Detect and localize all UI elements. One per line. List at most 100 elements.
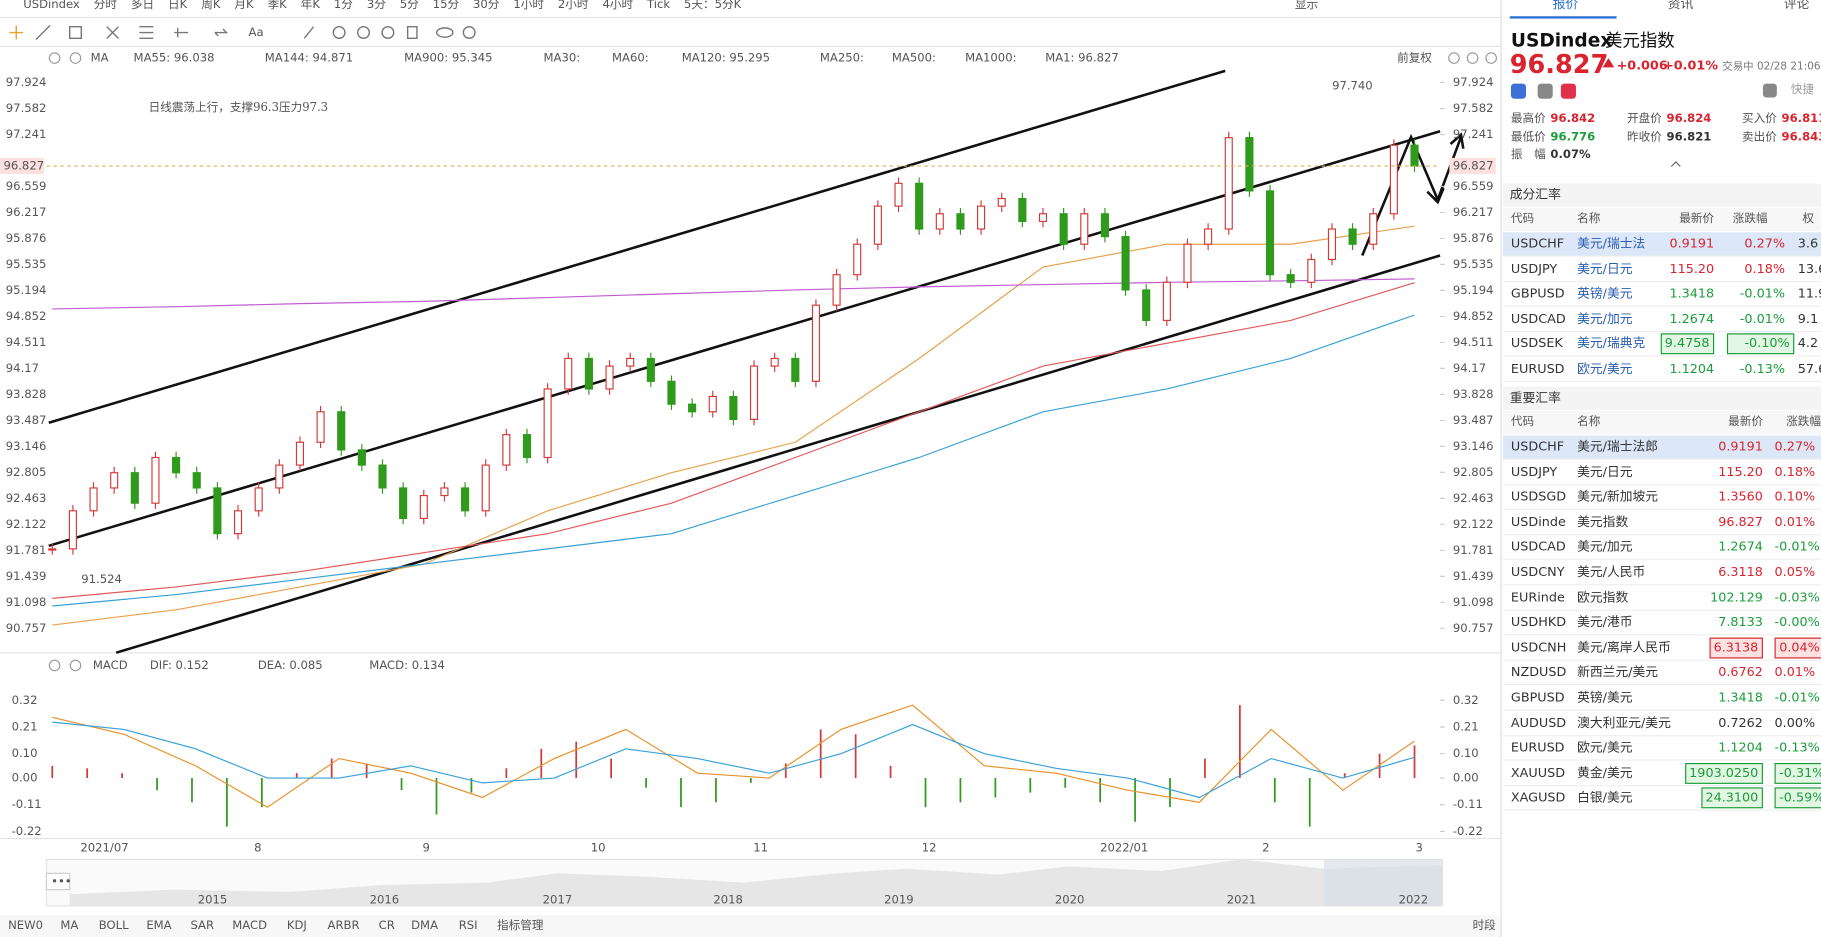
period-tab[interactable]: 1分 [334,0,353,11]
row-divider [1502,709,1821,711]
indicator-tab[interactable]: EMA [146,918,171,932]
quote-tab[interactable]: 评论 [1783,0,1810,12]
indicator-tab[interactable]: ARBR [328,918,360,932]
indicator-tab[interactable]: KDJ [287,918,307,932]
cell[interactable]: USDCNH [1510,639,1566,655]
candle [89,487,98,512]
cell[interactable]: XAUUSD [1510,765,1566,781]
stat-value: 96.842 [1550,112,1596,126]
cell[interactable]: USDCHF [1510,438,1565,455]
settings-icon[interactable] [48,659,61,672]
candle [295,441,305,466]
cell: 0.9191 [1718,438,1763,455]
cell[interactable]: XAGUSD [1510,790,1566,806]
cell: 美元/瑞典克 [1577,336,1646,352]
period-tab[interactable]: 30分 [473,0,500,11]
cell[interactable]: USDCHF [1510,235,1565,251]
candle [564,357,573,390]
indicator-tab[interactable]: BOLL [99,918,129,932]
cell[interactable]: EURUSD [1510,739,1565,756]
cell[interactable]: GBPUSD [1510,285,1565,302]
low-label: 91.524 [81,572,122,586]
cell[interactable]: NZDUSD [1510,664,1566,680]
action-icon[interactable] [1537,83,1553,99]
period-tab[interactable]: 年K [301,0,321,11]
cell: 1.3560 [1718,489,1763,505]
cell[interactable]: USDCAD [1510,539,1566,555]
cell: 美元/离岸人民币 [1577,639,1671,655]
candle [233,510,243,535]
cell[interactable]: USDCNY [1510,564,1565,580]
period-tab[interactable]: 15分 [433,0,460,11]
period-tab[interactable]: 日K [168,0,188,11]
period-tab[interactable]: 4小时 [602,0,633,11]
period-tab[interactable]: 多日 [131,0,154,11]
alert-icon[interactable] [1762,83,1777,98]
session-tab[interactable]: 时段 [1473,918,1497,932]
zoom-in-icon[interactable] [1485,52,1497,64]
settings-icon [462,26,476,40]
indicator-tab[interactable]: DMA [411,918,438,932]
period-tab[interactable]: 季K [268,0,288,11]
period-tab[interactable]: 分时 [94,0,118,11]
action-icon[interactable] [1510,83,1527,99]
cell[interactable]: USDSGD [1510,489,1566,505]
cell[interactable]: EURUSD [1510,361,1565,377]
indicator-tab[interactable]: SAR [190,918,214,932]
candle [543,388,552,459]
indicator-tab[interactable]: MA [60,918,78,932]
candle [440,487,449,497]
cell[interactable]: USDHKD [1510,614,1566,630]
cell: 欧元/美元 [1577,739,1633,756]
cell[interactable]: EURindex [1510,589,1566,605]
x-tick-label: 11 [753,840,768,854]
stat-value: 96.824 [1666,112,1712,126]
cell[interactable]: GBPUSD [1510,689,1565,705]
candle [1410,144,1419,167]
close-icon[interactable] [69,659,82,672]
indicator-tab[interactable]: CR [379,918,395,932]
ma-line [52,314,1415,607]
cell[interactable]: AUDUSD [1510,714,1566,731]
period-tab[interactable]: 周K [201,0,221,11]
text-tool[interactable]: Aa [249,25,264,39]
cell[interactable]: USDJPY [1510,260,1558,276]
candle [1369,213,1378,245]
quick-link[interactable]: 快捷 [1790,83,1815,97]
row-divider [1502,784,1821,786]
indicator-tab[interactable]: 指标管理 [497,918,544,932]
period-tab[interactable]: 1小时 [513,0,544,11]
navigator-window[interactable] [1323,859,1443,906]
action-icon[interactable] [1560,83,1576,99]
quote-tab[interactable]: 资讯 [1667,0,1694,12]
cell[interactable]: USDCAD [1510,311,1566,327]
arrow-head [1449,132,1465,149]
period-tab[interactable]: 5天：5分K [684,0,742,11]
candle [1286,274,1295,283]
row-divider [1502,380,1821,383]
period-tab[interactable]: 5分 [400,0,419,11]
navigator-menu[interactable] [45,872,71,891]
indicator-tab[interactable]: RSI [459,918,478,932]
cell[interactable]: USDinde [1510,514,1566,530]
indicator-tab[interactable]: NEW0 [8,918,43,932]
adjust-label[interactable]: 前复权 [1397,51,1432,65]
period-tab[interactable]: 月K [234,0,254,11]
period-tab[interactable]: 3分 [367,0,386,11]
zoom-out-icon[interactable] [1466,52,1479,64]
hide-icon [381,26,395,40]
y-tick-label: 97.241 [6,127,47,141]
display-menu[interactable]: 显示 [1295,0,1318,11]
candle [522,434,532,459]
quote-tab[interactable]: 报价 [1552,0,1579,12]
y-tick-label: 93.487 [6,413,47,427]
settings-icon[interactable] [48,52,61,64]
period-tab[interactable]: 2小时 [558,0,589,11]
cell[interactable]: USDJPY [1510,464,1558,480]
candle [915,182,924,230]
cell[interactable]: USDSEK [1510,336,1563,352]
reset-icon[interactable] [1448,52,1460,64]
indicator-tab[interactable]: MACD [232,918,267,932]
close-icon[interactable] [69,52,82,64]
period-tab[interactable]: Tick [646,0,670,11]
